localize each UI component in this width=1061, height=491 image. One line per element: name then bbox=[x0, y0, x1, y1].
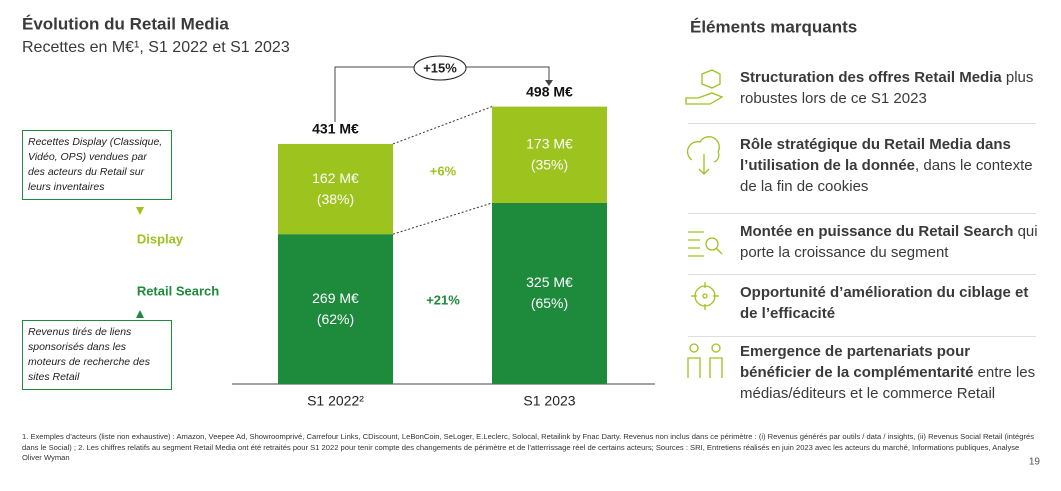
legend-label: Display bbox=[137, 231, 184, 246]
growth-oval bbox=[413, 55, 467, 81]
highlight-bold: Opportunité d’amélioration du ciblage et… bbox=[740, 284, 1029, 322]
highlight-text: qui porte la croissance du segment bbox=[740, 223, 1038, 261]
bar-segment bbox=[278, 234, 393, 384]
arrow-head bbox=[545, 80, 553, 86]
growth-label: +21% bbox=[426, 293, 460, 308]
highlight-item: Structuration des offres Retail Media pl… bbox=[740, 67, 1040, 109]
page-number: 19 bbox=[1029, 457, 1041, 468]
highlight-item: Rôle stratégique du Retail Media dans l’… bbox=[740, 134, 1040, 197]
value-label: 162 M€ bbox=[312, 170, 359, 186]
highlight-text: entre les médias/éditeurs et le commerce… bbox=[740, 364, 1036, 402]
total-label: 498 M€ bbox=[526, 83, 573, 99]
legend-label: Retail Search bbox=[137, 283, 219, 298]
highlight-bold: Montée en puissance du Retail Search bbox=[740, 223, 1014, 240]
series-description: Revenus tirés de liens sponsorisés dans … bbox=[22, 320, 172, 390]
connector bbox=[392, 106, 493, 145]
highlight-item: Montée en puissance du Retail Search qui… bbox=[740, 221, 1040, 263]
chart-subtitle: Recettes en M€¹, S1 2022 et S1 2023 bbox=[22, 39, 290, 56]
separator bbox=[688, 336, 1036, 337]
connector bbox=[392, 202, 493, 235]
highlight-text: , dans le contexte de la fin de cookies bbox=[740, 157, 1033, 195]
value-label: 269 M€ bbox=[312, 290, 359, 306]
total-label: 431 M€ bbox=[312, 121, 359, 137]
share-label: (38%) bbox=[317, 191, 354, 207]
highlight-item: Opportunité d’amélioration du ciblage et… bbox=[740, 282, 1040, 324]
value-label: 173 M€ bbox=[526, 135, 573, 151]
separator bbox=[688, 274, 1036, 275]
highlight-bold: Structuration des offres Retail Media bbox=[740, 69, 1002, 86]
share-label: (35%) bbox=[531, 156, 568, 172]
highlight-bold: Emergence de partenariats pour bénéficie… bbox=[740, 343, 974, 381]
series-description: Recettes Display (Classique, Vidéo, OPS)… bbox=[22, 130, 172, 200]
bar-segment bbox=[492, 202, 607, 384]
footnote: 1. Exemples d’acteurs (liste non exhaust… bbox=[22, 432, 1035, 462]
bar-segment bbox=[278, 143, 393, 235]
value-label: 325 M€ bbox=[526, 274, 573, 290]
x-tick-label: S1 2023 bbox=[523, 393, 575, 409]
highlight-item: Emergence de partenariats pour bénéficie… bbox=[740, 341, 1040, 404]
share-label: (62%) bbox=[317, 311, 354, 327]
icons bbox=[685, 69, 724, 378]
highlight-bold: Rôle stratégique du Retail Media dans l’… bbox=[740, 136, 1011, 174]
total-growth: +15% bbox=[423, 60, 457, 75]
separator bbox=[688, 213, 1036, 214]
growth-label: +6% bbox=[430, 163, 457, 178]
highlight-text: plus robustes lors de ce S1 2023 bbox=[740, 69, 1034, 107]
separator bbox=[688, 123, 1036, 124]
x-tick-label: S1 2022² bbox=[307, 393, 364, 409]
chart-title: Évolution du Retail Media bbox=[22, 14, 229, 33]
bar-segment bbox=[492, 106, 607, 203]
share-label: (65%) bbox=[531, 295, 568, 311]
highlights-title: Éléments marquants bbox=[690, 17, 857, 36]
pointer bbox=[136, 310, 144, 318]
pointer bbox=[136, 207, 144, 215]
